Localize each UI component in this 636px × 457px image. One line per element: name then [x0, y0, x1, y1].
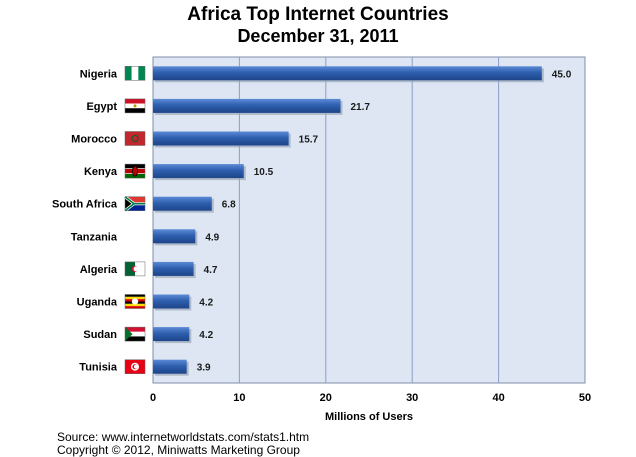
- x-tick-label: 40: [492, 392, 504, 404]
- category-label: Nigeria: [80, 68, 118, 80]
- uganda-flag-icon: [124, 294, 146, 309]
- bar: [153, 229, 196, 244]
- data-label: 4.7: [204, 265, 218, 276]
- data-label: 45.0: [552, 69, 572, 80]
- tunisia-flag-icon: [124, 359, 146, 374]
- south-africa-flag-icon: [124, 195, 146, 212]
- x-tick-label: 0: [150, 392, 156, 404]
- bar: [153, 98, 341, 113]
- bar: [153, 261, 194, 276]
- data-label: 4.9: [205, 232, 219, 243]
- algeria-flag-icon: [124, 261, 146, 277]
- kenya-flag-icon: [124, 163, 146, 179]
- category-label: Uganda: [77, 297, 118, 309]
- category-label: South Africa: [52, 199, 118, 211]
- data-label: 4.2: [199, 330, 213, 341]
- data-label: 15.7: [299, 135, 319, 146]
- x-axis-label: Millions of Users: [325, 411, 413, 423]
- egypt-flag-icon: [124, 98, 146, 114]
- x-tick-label: 30: [406, 392, 418, 404]
- category-label: Morocco: [71, 134, 117, 146]
- source-note: Source: www.internetworldstats.com/stats…: [57, 430, 310, 444]
- bar: [153, 196, 212, 211]
- bar: [153, 131, 289, 146]
- bar: [153, 66, 542, 81]
- x-tick-label: 20: [320, 392, 332, 404]
- category-label: Sudan: [83, 329, 117, 341]
- copyright-note: Copyright © 2012, Miniwatts Marketing Gr…: [57, 443, 300, 457]
- category-label: Kenya: [84, 166, 118, 178]
- bar: [153, 164, 244, 179]
- data-label: 6.8: [222, 200, 236, 211]
- data-label: 3.9: [197, 363, 211, 374]
- bar: [153, 327, 190, 342]
- category-label: Egypt: [86, 101, 117, 113]
- category-label: Algeria: [80, 264, 118, 276]
- chart-subtitle: December 31, 2011: [237, 26, 399, 46]
- data-label: 4.2: [199, 298, 213, 309]
- data-label: 10.5: [254, 167, 274, 178]
- chart-title: Africa Top Internet Countries: [187, 4, 449, 25]
- data-label: 21.7: [350, 102, 370, 113]
- sudan-flag-icon: [124, 326, 146, 342]
- nigeria-flag-icon: [124, 66, 146, 81]
- category-label: Tunisia: [79, 362, 118, 374]
- morocco-flag-icon: [124, 131, 146, 146]
- bar: [153, 359, 187, 374]
- x-tick-label: 10: [233, 392, 245, 404]
- category-label: Tanzania: [71, 231, 118, 243]
- bar: [153, 294, 190, 309]
- x-tick-label: 50: [579, 392, 591, 404]
